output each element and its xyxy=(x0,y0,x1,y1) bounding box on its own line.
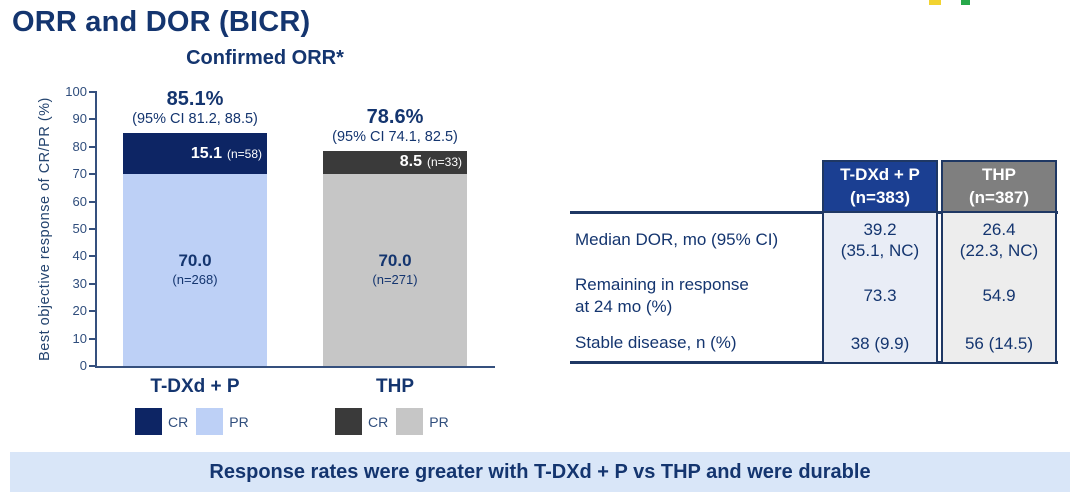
table-header-thp: THP (n=387) xyxy=(941,160,1057,213)
footer-banner-text: Response rates were greater with T-DXd +… xyxy=(209,460,871,483)
y-tick-mark xyxy=(89,337,96,340)
table-cell: 56 (14.5) xyxy=(943,325,1055,362)
cell-value: 26.4 (22.3, NC) xyxy=(959,219,1039,260)
y-tick-label: 60 xyxy=(72,193,87,209)
legend-pr-swatch-icon xyxy=(196,408,224,435)
y-tick-mark xyxy=(89,173,96,176)
legend-pr-label: PR xyxy=(429,413,449,430)
y-tick-label: 0 xyxy=(79,358,87,373)
legend-cr-swatch-icon xyxy=(135,408,162,435)
y-tick-mark xyxy=(89,200,96,203)
legend-cr-label: CR xyxy=(368,413,389,430)
legend-thp: CR PR xyxy=(335,408,457,435)
legend-cr-swatch-icon xyxy=(335,408,362,435)
chart-title: Confirmed ORR* xyxy=(186,47,344,69)
y-tick-mark xyxy=(89,310,96,313)
table-row: Remaining in response at 24 mo (%) xyxy=(575,267,815,325)
bar-segment-cr: 8.5 (n=33) xyxy=(323,150,467,175)
bar-segment-cr: 15.1 (n=58) xyxy=(123,132,267,175)
y-tick-label: 80 xyxy=(72,138,87,154)
y-tick-label: 100 xyxy=(65,84,87,99)
logo-fragment-yellow-icon xyxy=(929,0,941,5)
table-cell: 26.4 (22.3, NC) xyxy=(943,213,1055,267)
y-tick-label: 40 xyxy=(72,248,87,264)
table-header-tdxd-p: T-DXd + P (n=383) xyxy=(822,160,938,213)
y-tick-label: 20 xyxy=(72,303,87,319)
orr-percent-label: 85.1% xyxy=(166,87,224,110)
table-row-labels: Median DOR, mo (95% CI) Remaining in res… xyxy=(575,213,815,362)
row-label: Stable disease, n (%) xyxy=(575,333,737,353)
cell-value: 38 (9.9) xyxy=(850,333,910,353)
legend-pr-swatch-icon xyxy=(396,408,424,435)
bar-group-tdxd-p: 85.1% (95% CI 81.2, 88.5) 15.1 (n=58) 70… xyxy=(123,80,267,366)
x-category-thp: THP xyxy=(376,376,414,397)
pr-n-label: (n=271) xyxy=(372,272,418,288)
footer-banner: Response rates were greater with T-DXd +… xyxy=(10,452,1070,492)
table-row: Median DOR, mo (95% CI) xyxy=(575,213,815,267)
y-tick-mark xyxy=(89,228,96,230)
pr-value-label: 70.0 xyxy=(378,250,412,270)
y-tick-mark xyxy=(89,118,96,121)
legend-cr-label: CR xyxy=(168,413,189,430)
table-cell: 38 (9.9) xyxy=(824,325,936,362)
x-axis-line xyxy=(95,366,495,368)
cell-value: 54.9 xyxy=(982,286,1016,306)
y-tick-mark xyxy=(89,255,96,258)
y-tick-label: 90 xyxy=(72,111,87,127)
y-tick-label: 30 xyxy=(72,275,87,291)
cr-value-label: 15.1 xyxy=(190,144,222,162)
y-tick-mark xyxy=(89,282,96,285)
y-tick-mark xyxy=(89,145,96,148)
cr-n-label: (n=33) xyxy=(426,155,462,170)
orr-percent-label: 78.6% xyxy=(366,105,424,128)
y-tick-label: 70 xyxy=(72,166,87,182)
bar-segment-pr: 70.0 (n=268) xyxy=(123,174,267,366)
y-axis-line xyxy=(95,91,97,368)
table-column-thp: 26.4 (22.3, NC) 54.9 56 (14.5) xyxy=(941,213,1057,364)
orr-ci-label: (95% CI 74.1, 82.5) xyxy=(332,128,458,145)
cell-value: 73.3 xyxy=(863,286,897,306)
y-axis-title: Best objective response of CR/PR (%) xyxy=(37,97,53,361)
cell-value: 39.2 (35.1, NC) xyxy=(840,219,920,260)
table-row: Stable disease, n (%) xyxy=(575,325,815,362)
table-cell: 39.2 (35.1, NC) xyxy=(824,213,936,267)
table-column-tdxd-p: 39.2 (35.1, NC) 73.3 38 (9.9) xyxy=(822,213,938,364)
bar-group-thp: 78.6% (95% CI 74.1, 82.5) 8.5 (n=33) 70.… xyxy=(323,80,467,366)
legend-pr-label: PR xyxy=(229,413,249,430)
y-tick-mark xyxy=(89,91,96,93)
table-cell: 54.9 xyxy=(943,267,1055,325)
orr-ci-label: (95% CI 81.2, 88.5) xyxy=(132,110,258,127)
table-header-rule xyxy=(570,211,1058,214)
table-bottom-rule xyxy=(570,361,1058,364)
row-label: Median DOR, mo (95% CI) xyxy=(575,229,779,249)
logo-fragment-green-icon xyxy=(961,0,970,5)
bar-annotation: 78.6% (95% CI 74.1, 82.5) xyxy=(323,106,467,146)
pr-n-label: (n=268) xyxy=(172,272,218,288)
x-category-tdxd-p: T-DXd + P xyxy=(150,376,240,397)
legend-tdxd-p: CR PR xyxy=(135,408,257,435)
row-label: Remaining in response at 24 mo (%) xyxy=(575,274,749,316)
cr-n-label: (n=58) xyxy=(226,146,262,161)
page-title: ORR and DOR (BICR) xyxy=(12,6,311,38)
table-cell: 73.3 xyxy=(824,267,936,325)
y-tick-label: 10 xyxy=(72,330,87,346)
bar-annotation: 85.1% (95% CI 81.2, 88.5) xyxy=(123,88,267,128)
cell-value: 56 (14.5) xyxy=(964,333,1034,353)
cr-value-label: 8.5 xyxy=(399,153,422,171)
y-tick-label: 50 xyxy=(72,221,87,236)
pr-value-label: 70.0 xyxy=(178,250,212,270)
bar-segment-pr: 70.0 (n=271) xyxy=(323,174,467,366)
y-tick-mark xyxy=(89,365,96,367)
